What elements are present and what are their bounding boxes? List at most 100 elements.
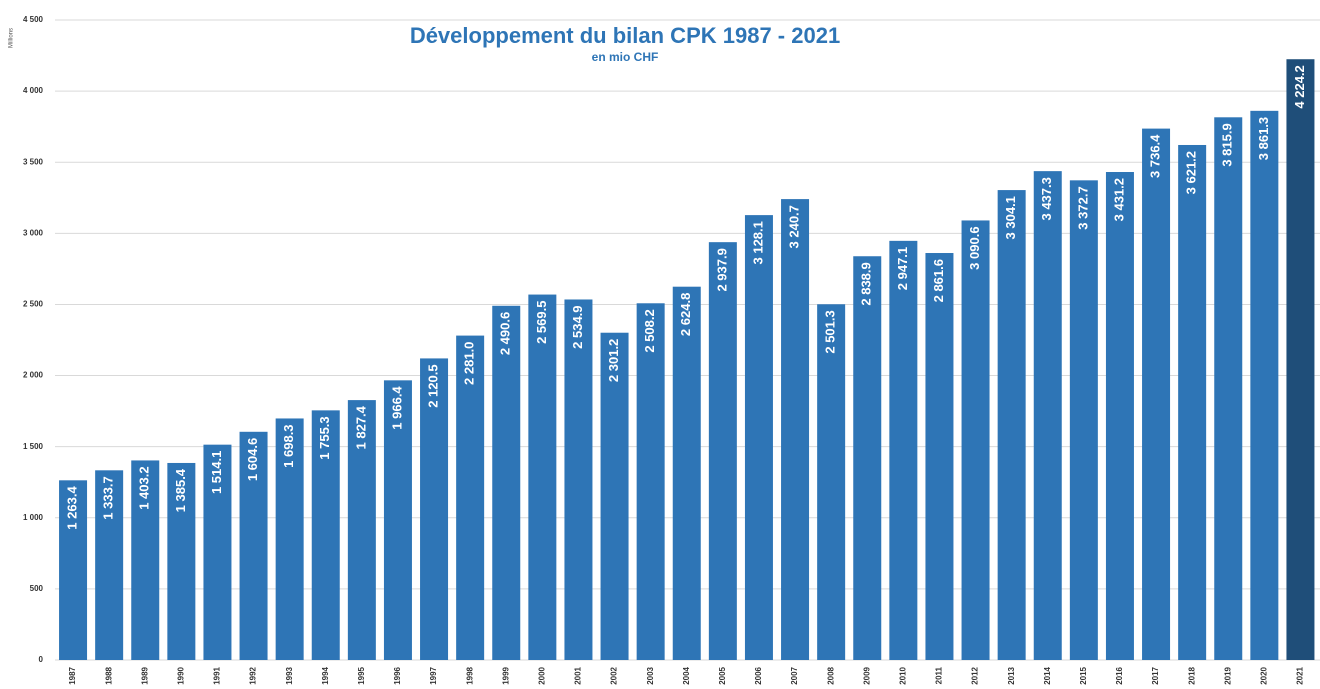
y-tick-label: 0 [39,655,44,664]
bar [1178,144,1207,661]
bar [1142,128,1171,660]
bar [853,256,882,660]
value-label: 1 263.4 [64,486,79,530]
value-label: 3 736.4 [1147,134,1162,178]
x-tick-label: 1990 [176,666,185,684]
y-tick-label: 2 000 [23,371,44,380]
bar [239,431,268,660]
bar [456,335,485,660]
x-tick-label: 2008 [826,666,835,684]
y-tick-label: 2 500 [23,300,44,309]
x-tick-label: 2006 [754,666,763,684]
x-tick-label: 2013 [1007,666,1016,684]
bar [59,480,88,660]
bar [889,240,918,661]
value-label: 2 281.0 [462,342,477,385]
chart-subtitle: en mio CHF [592,50,659,64]
value-label: 3 372.7 [1075,186,1090,229]
value-label: 3 621.2 [1184,151,1199,194]
x-tick-label: 2018 [1187,666,1196,684]
bar [564,299,593,660]
bar [672,286,701,660]
value-label: 2 937.9 [714,248,729,291]
value-label: 3 815.9 [1220,123,1235,166]
y-tick-label: 4 000 [23,86,44,95]
x-tick-label: 2019 [1223,666,1232,684]
x-tick-label: 2017 [1151,666,1160,684]
x-tick-label: 2016 [1115,666,1124,684]
x-tick-label: 1992 [249,666,258,684]
value-label: 1 827.4 [353,405,368,449]
x-tick-label: 2005 [718,666,727,684]
value-label: 3 304.1 [1003,196,1018,239]
value-label: 1 403.2 [137,466,152,509]
x-tick-label: 1991 [213,666,222,684]
bar [528,294,557,660]
value-label: 1 385.4 [173,468,188,512]
bar [347,400,376,660]
bar [492,305,521,660]
x-tick-label: 2015 [1079,666,1088,684]
value-label: 3 128.1 [750,221,765,264]
x-tick-label: 1988 [104,666,113,684]
x-tick-label: 1996 [393,666,402,684]
value-label: 1 755.3 [317,416,332,459]
value-label: 2 624.8 [678,293,693,336]
x-tick-label: 2004 [682,666,691,684]
value-label: 2 490.6 [498,312,513,355]
bar [167,462,196,660]
bar [311,410,340,660]
x-tick-label: 1995 [357,666,366,684]
x-tick-label: 2011 [935,666,944,684]
bar [95,470,124,660]
x-tick-label: 2009 [862,666,871,684]
value-label: 3 090.6 [967,226,982,269]
bar [708,242,737,660]
value-label: 2 501.3 [823,310,838,353]
bar [1033,171,1062,660]
bar [961,220,990,660]
value-label: 3 437.3 [1039,177,1054,220]
value-label: 2 861.6 [931,259,946,302]
value-label: 1 604.6 [245,438,260,481]
y-tick-label: 3 500 [23,157,44,166]
x-tick-label: 2020 [1259,666,1268,684]
bar [817,304,846,660]
x-tick-label: 2010 [898,666,907,684]
value-label: 2 301.2 [606,339,621,382]
value-label: 2 947.1 [895,247,910,290]
bar [275,418,304,660]
bar [600,332,629,660]
x-tick-label: 1999 [501,666,510,684]
bar [781,199,810,660]
y-tick-label: 3 000 [23,228,44,237]
value-label: 1 698.3 [281,424,296,467]
x-tick-label: 2012 [971,666,980,684]
bar [131,460,160,660]
y-tick-label: 4 500 [23,15,44,24]
value-label: 1 514.1 [209,451,224,494]
bar [925,253,954,660]
y-tick-label: 500 [30,584,44,593]
value-label: 2 534.9 [570,305,585,348]
bar [420,358,449,660]
x-tick-label: 2007 [790,666,799,684]
value-label: 3 861.3 [1256,117,1271,160]
x-tick-label: 1987 [68,666,77,684]
bar [744,215,773,660]
bar [1214,117,1243,661]
value-label: 2 508.2 [642,309,657,352]
chart-title: Développement du bilan CPK 1987 - 2021 [410,23,840,48]
y-tick-label: 1 500 [23,442,44,451]
x-tick-label: 1993 [285,666,294,684]
bar [997,190,1026,660]
value-label: 4 224.2 [1292,65,1307,108]
value-label: 2 120.5 [425,364,440,407]
value-label: 2 838.9 [859,262,874,305]
x-tick-label: 2000 [537,666,546,684]
bar [1250,110,1279,660]
bar [383,380,412,660]
y-axis-label: Millions [9,28,15,48]
bar [1286,59,1315,660]
